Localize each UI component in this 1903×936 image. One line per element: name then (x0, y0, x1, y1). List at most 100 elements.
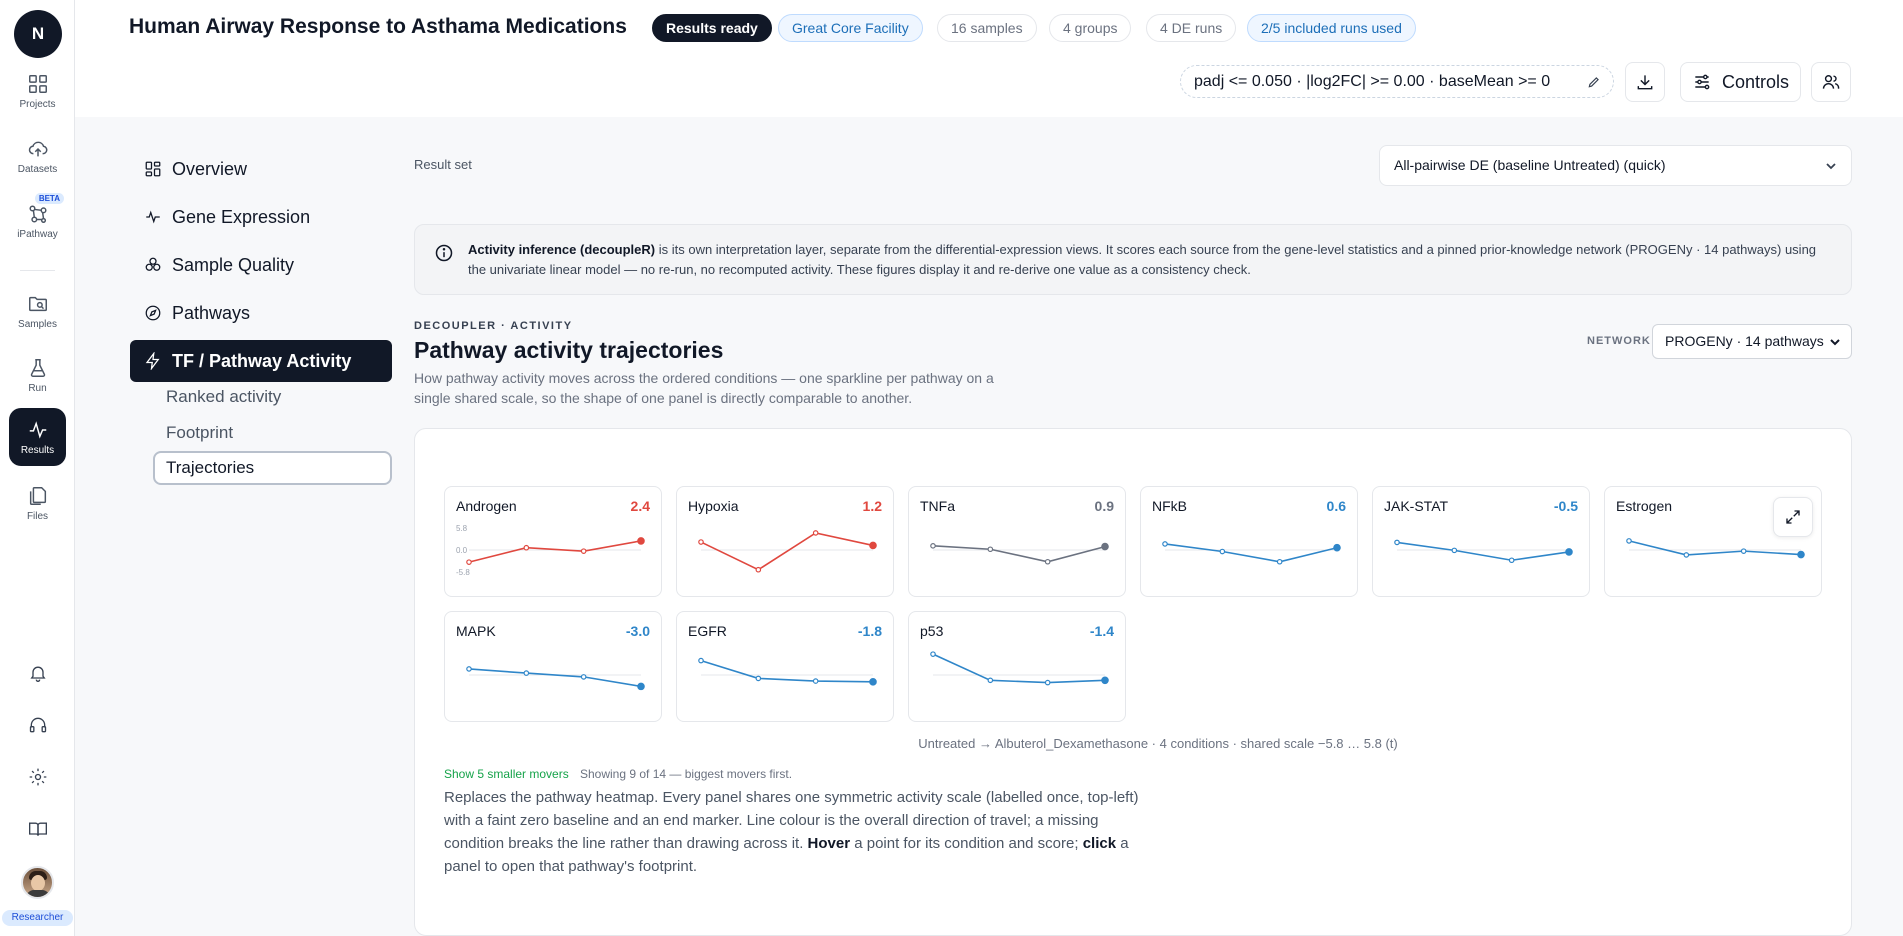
sparkline (930, 651, 1109, 686)
end-marker (1797, 550, 1805, 559)
rail-item-run[interactable]: Run (9, 346, 66, 404)
beta-badge: BETA (34, 193, 64, 204)
cloud-upload-icon (28, 141, 47, 156)
pathway-card-mapk[interactable]: MAPK -3.0 (444, 611, 662, 722)
nav-overview[interactable]: Overview (130, 148, 392, 190)
series-line (1164, 543, 1338, 563)
facility-badge[interactable]: Great Core Facility (778, 14, 923, 42)
info-callout: Activity inference (decoupleR) is its ow… (414, 224, 1852, 295)
page-header: Human Airway Response to Asthama Medicat… (75, 0, 1903, 117)
data-point (698, 539, 704, 545)
data-point (1508, 557, 1515, 564)
chevron-down-icon (1826, 163, 1836, 170)
nav-sample-quality[interactable]: Sample Quality (130, 244, 392, 286)
rail-item-samples[interactable]: Samples (9, 282, 66, 340)
network-icon (28, 204, 47, 223)
headphones-icon (29, 717, 47, 733)
series-line (932, 545, 1106, 563)
network-value: PROGENy · 14 pathways (1665, 333, 1824, 349)
pathway-score: 0.6 (1326, 498, 1346, 514)
grid-icon (28, 74, 47, 93)
sparkline (1394, 539, 1573, 564)
data-point (466, 666, 472, 672)
data-point (523, 670, 530, 676)
controls-button[interactable]: Controls (1680, 62, 1801, 102)
sparkline (466, 666, 645, 691)
sparkline: 5.8 0.0 -5.8 (456, 524, 645, 577)
rail-item-results[interactable]: Results (9, 408, 66, 466)
users-icon (1822, 75, 1840, 89)
end-marker (637, 537, 645, 545)
nav-tf-pathway-activity[interactable]: TF / Pathway Activity (130, 340, 392, 382)
collaborators-button[interactable] (1811, 62, 1851, 102)
data-point (1044, 679, 1051, 686)
pathway-card-tnfa[interactable]: TNFa 0.9 (908, 486, 1126, 597)
end-marker (1101, 676, 1109, 685)
result-set-value: All-pairwise DE (baseline Untreated) (qu… (1394, 157, 1666, 173)
docs-button[interactable] (25, 816, 51, 842)
pathway-score: 2.4 (630, 498, 650, 514)
scale-label: 0.0 (456, 546, 468, 555)
nav-gene-expression[interactable]: Gene Expression (130, 196, 392, 238)
de-runs-count: 4 DE runs (1146, 14, 1237, 42)
info-body: is its own interpretation layer, separat… (468, 242, 1817, 277)
pathway-card-hypoxia[interactable]: Hypoxia 1.2 (676, 486, 894, 597)
runs-used-badge: 2/5 included runs used (1247, 14, 1416, 42)
nav-sub-trajectories[interactable]: Trajectories (153, 451, 392, 485)
show-more-link[interactable]: Show 5 smaller movers (444, 767, 569, 781)
chart-caption: Untreated → Albuterol_Dexamethasone · 4 … (415, 736, 1851, 751)
controls-label: Controls (1721, 71, 1790, 92)
series-line (468, 668, 642, 688)
pathway-card-nfkb[interactable]: NFkB 0.6 (1140, 486, 1358, 597)
explain-click: click (1082, 835, 1117, 852)
app-logo[interactable]: N (14, 10, 62, 58)
pathway-name: EGFR (688, 623, 727, 639)
bell-icon (30, 666, 46, 682)
avatar[interactable] (21, 866, 54, 899)
rail-item-files[interactable]: Files (9, 474, 66, 532)
notifications-button[interactable] (25, 660, 51, 686)
nav-sub-footprint[interactable]: Footprint (166, 423, 234, 442)
data-point (812, 530, 819, 536)
filter-text: padj <= 0.050 · |log2FC| >= 0.00 · baseM… (1194, 73, 1551, 90)
rail-item-projects[interactable]: Projects (9, 62, 66, 120)
settings-button[interactable] (25, 764, 51, 790)
nav-label: Gene Expression (172, 206, 311, 227)
pathway-card-egfr[interactable]: EGFR -1.8 (676, 611, 894, 722)
pencil-icon (1588, 77, 1599, 88)
pathway-score: 1.2 (862, 498, 882, 514)
page-title: Human Airway Response to Asthama Medicat… (129, 15, 627, 38)
series-line (1628, 540, 1802, 556)
end-marker (869, 678, 877, 686)
pathway-card-jak-stat[interactable]: JAK-STAT -0.5 (1372, 486, 1590, 597)
data-point (1740, 548, 1747, 554)
result-set-select[interactable]: All-pairwise DE (baseline Untreated) (qu… (1379, 145, 1852, 186)
rail-item-label: Samples (18, 318, 57, 330)
pathway-card-p53[interactable]: p53 -1.4 (908, 611, 1126, 722)
expand-icon (1786, 510, 1800, 524)
data-point (1626, 538, 1632, 544)
nav-pathways[interactable]: Pathways (130, 292, 392, 334)
data-point (987, 677, 994, 684)
rail-item-ipathway[interactable]: BETA iPathway (9, 192, 66, 250)
rail-item-label: iPathway (17, 228, 58, 240)
compass-icon (145, 305, 161, 321)
series-line (468, 540, 642, 563)
pathway-score: -1.4 (1089, 623, 1114, 639)
support-button[interactable] (25, 712, 51, 738)
expand-button[interactable] (1773, 497, 1813, 537)
network-select[interactable]: PROGENy · 14 pathways (1652, 324, 1852, 359)
series-line (700, 659, 874, 683)
flask-icon (30, 358, 45, 377)
rail-item-label: Files (26, 510, 49, 522)
pathway-card-androgen[interactable]: Androgen 2.4 5.8 0.0 -5.8 (444, 486, 662, 597)
explain-part: a panel to open that pathway's footprint… (444, 835, 1129, 875)
rail-item-datasets[interactable]: Datasets (9, 127, 66, 185)
caption-text: Untreated → Albuterol_Dexamethasone · 4 … (918, 736, 1398, 751)
download-button[interactable] (1625, 62, 1665, 102)
explain-part: a point for its condition and score; (850, 835, 1083, 852)
data-point (466, 559, 472, 565)
nav-sub-ranked-activity[interactable]: Ranked activity (166, 387, 282, 406)
filter-chip[interactable]: padj <= 0.050 · |log2FC| >= 0.00 · baseM… (1180, 65, 1614, 98)
data-point (1219, 548, 1226, 555)
